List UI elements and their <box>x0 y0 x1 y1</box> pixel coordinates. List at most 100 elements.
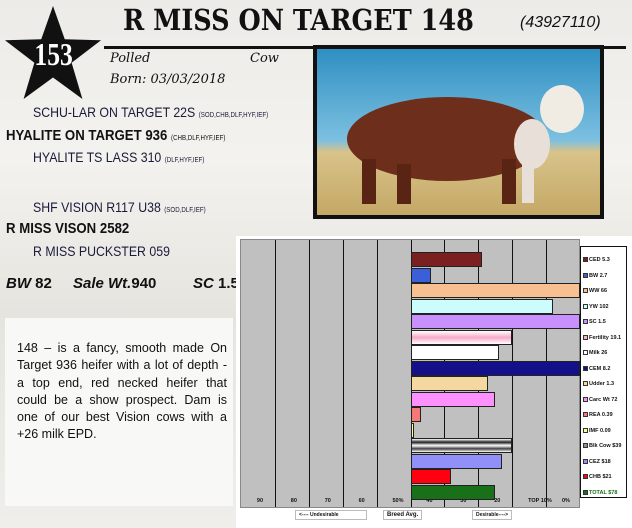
bar-imf <box>410 422 414 438</box>
bar-chb <box>410 469 452 484</box>
legend-item: REA 0.39 <box>583 412 613 418</box>
legend-label: CEM 8.2 <box>589 365 611 372</box>
pedigree-dam-dam: R MISS PUCKSTER 059 <box>33 243 170 259</box>
lot-number: 153 <box>34 36 73 72</box>
legend-label: Milk 26 <box>589 350 608 356</box>
legend-label: Udder 1.3 <box>589 381 615 387</box>
pedigree-dam-sire: SHF VISION R117 U38 (SOD,DLF,IEF) <box>33 199 206 215</box>
sex-label: Cow <box>250 51 279 66</box>
tick-label: 30 <box>460 498 467 504</box>
bar-bw <box>410 267 431 283</box>
legend-label: YW 102 <box>589 303 609 310</box>
bar-udder <box>410 376 489 391</box>
bar-yw <box>410 298 553 314</box>
legend-swatch <box>583 489 588 495</box>
legend-swatch <box>583 365 588 371</box>
bar-blk-cow <box>410 438 513 453</box>
pedigree-dam: R MISS VISON 2582 <box>6 220 130 237</box>
tick-label: 20 <box>494 498 501 504</box>
legend-swatch <box>583 474 588 480</box>
legend-swatch <box>583 319 588 325</box>
polled-label: Polled <box>110 51 151 66</box>
legend-item: YW 102 <box>583 304 609 310</box>
legend-label: CHB $21 <box>589 474 612 480</box>
tick-label: 50% <box>392 498 404 504</box>
epd-plot-area: 90 80 70 60 50% 40 30 20 TOP 10% 0% <box>240 239 580 508</box>
legend-item: CHB $21 <box>583 474 612 480</box>
legend-swatch <box>583 288 588 294</box>
legend-item: Milk 26 <box>583 350 607 356</box>
bar-carc-wt <box>410 391 496 407</box>
legend-swatch <box>583 334 588 340</box>
birth-date: Born: 03/03/2018 <box>110 72 226 87</box>
legend-item: CEM 8.2 <box>583 366 610 372</box>
bar-milk <box>410 345 499 360</box>
legend-label: CED 5.3 <box>589 257 610 263</box>
legend-item: SC 1.5 <box>583 319 606 325</box>
tick-label: 60 <box>358 498 365 504</box>
legend-swatch <box>583 381 588 387</box>
legend-swatch <box>583 303 588 309</box>
legend-label: WW 66 <box>589 288 608 294</box>
tick-label: 80 <box>290 498 297 504</box>
legend-label: Fertility 19.1 <box>589 334 622 341</box>
star-icon <box>4 5 102 100</box>
legend-item: Udder 1.3 <box>583 381 614 387</box>
legend-item: WW 66 <box>583 288 607 294</box>
legend-item: BW 2.7 <box>583 273 607 279</box>
tick-label: 90 <box>256 498 264 504</box>
gridline <box>376 240 378 507</box>
tick-label: 70 <box>324 498 331 504</box>
bar-ced <box>410 252 482 267</box>
bar-fertility <box>410 329 513 345</box>
scrotal-circumference: SC 1.5 <box>193 275 239 292</box>
bar-ww <box>410 283 580 298</box>
pedigree-sire: HYALITE ON TARGET 936 (CHB,DLF,HYF,IEF) <box>6 127 226 144</box>
bar-total <box>410 484 496 500</box>
page-title: R MISS ON TARGET 148 <box>123 3 474 37</box>
tick-label: 40 <box>426 498 433 504</box>
legend-item: Blk Cow $39 <box>583 443 621 449</box>
legend-item: TOTAL $78 <box>583 490 617 496</box>
gridline <box>308 240 310 507</box>
legend-swatch <box>583 458 588 464</box>
registration-number: (43927110) <box>520 14 601 31</box>
legend-item: Fertility 19.1 <box>583 335 621 341</box>
gridline <box>274 240 276 507</box>
epd-legend: CED 5.3 BW 2.7 WW 66 YW 102 SC 1.5 Fertility … <box>580 246 627 498</box>
pedigree-sire-dam: HYALITE TS LASS 310 (DLF,HYF,IEF) <box>33 149 205 165</box>
legend-label: Blk Cow $39 <box>589 443 622 449</box>
bar-cez <box>410 453 503 469</box>
birth-weight: BW 82 <box>6 275 52 292</box>
legend-swatch <box>583 272 588 278</box>
legend-swatch <box>583 257 588 263</box>
cattle-photo <box>313 45 604 219</box>
breed-avg-label: Breed Avg. <box>383 510 423 520</box>
bar-cem <box>410 360 580 376</box>
legend-label: SC 1.5 <box>589 319 606 325</box>
sale-weight: Sale Wt.940 <box>73 275 157 292</box>
tick-label: 0% <box>562 498 570 504</box>
bar-rea <box>410 407 421 422</box>
legend-swatch <box>583 350 588 356</box>
legend-item: Carc Wt 72 <box>583 397 617 403</box>
legend-label: TOTAL $78 <box>589 489 618 496</box>
gridline <box>342 240 344 507</box>
legend-label: BW 2.7 <box>589 272 608 279</box>
legend-swatch <box>583 443 588 449</box>
legend-swatch <box>583 412 588 418</box>
legend-label: CEZ $18 <box>589 458 611 465</box>
desirable-label: Desirable----> <box>472 510 513 520</box>
tick-label: TOP 10% <box>528 498 552 504</box>
undesirable-label: <---- Undesirable <box>295 510 367 520</box>
legend-item: CED 5.3 <box>583 257 610 263</box>
legend-swatch <box>583 396 588 402</box>
description: 148 – is a fancy, smooth made On Target … <box>5 318 233 506</box>
legend-item: CEZ $18 <box>583 459 611 465</box>
legend-label: REA 0.39 <box>589 412 613 418</box>
legend-label: IMF 0.09 <box>589 427 611 434</box>
legend-label: Carc Wt 72 <box>589 396 618 403</box>
legend-swatch <box>583 427 588 433</box>
legend-item: IMF 0.09 <box>583 428 611 434</box>
bar-sc <box>410 314 580 329</box>
